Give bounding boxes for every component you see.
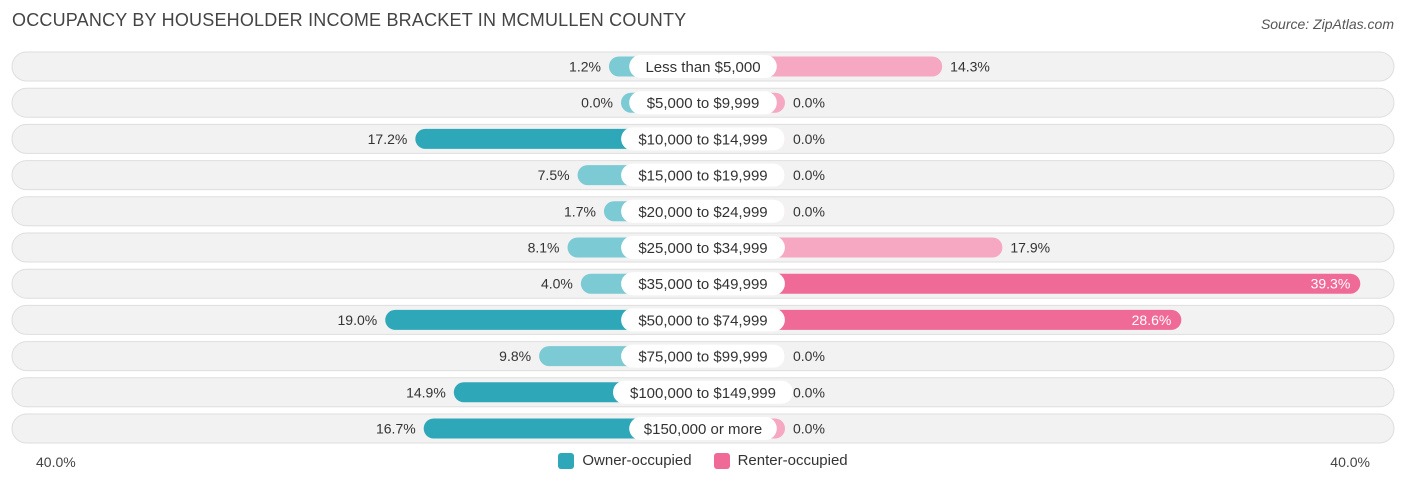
legend-label-renter: Renter-occupied: [737, 452, 848, 469]
category-label: $25,000 to $34,999: [638, 240, 767, 257]
value-label-owner: 7.5%: [538, 167, 570, 183]
category-pill: [629, 417, 777, 440]
value-label-owner: 16.7%: [376, 421, 416, 437]
axis-right-label: 40.0%: [1330, 454, 1370, 470]
category-pill: [621, 272, 785, 296]
value-label-owner: 1.2%: [569, 59, 601, 75]
category-label: $10,000 to $14,999: [638, 131, 767, 148]
value-label-renter: 0.0%: [793, 167, 825, 183]
category-pill: [621, 308, 785, 332]
category-label: $35,000 to $49,999: [638, 276, 767, 293]
value-label-owner: 1.7%: [564, 203, 596, 219]
legend-swatch-renter: [713, 452, 730, 469]
category-label: $150,000 or more: [644, 421, 762, 438]
legend-item-renter: Renter-occupied: [713, 452, 848, 469]
category-pill: [629, 91, 777, 115]
value-label-renter: 0.0%: [793, 348, 825, 364]
category-label: $20,000 to $24,999: [638, 204, 767, 221]
value-label-renter: 28.6%: [1132, 312, 1172, 328]
value-label-owner: 4.0%: [541, 276, 573, 292]
category-label: $75,000 to $99,999: [638, 349, 767, 366]
value-label-owner: 0.0%: [581, 95, 613, 111]
category-pill: [621, 344, 785, 368]
value-label-owner: 8.1%: [528, 240, 560, 256]
value-label-renter: 0.0%: [793, 131, 825, 147]
category-label: $15,000 to $19,999: [638, 168, 767, 185]
legend-item-owner: Owner-occupied: [558, 452, 692, 469]
value-label-renter: 17.9%: [1010, 240, 1050, 256]
value-label-owner: 9.8%: [499, 348, 531, 364]
category-label: $50,000 to $74,999: [638, 312, 767, 329]
category-label: $100,000 to $149,999: [630, 385, 776, 402]
category-pill: [621, 199, 785, 223]
category-label: $5,000 to $9,999: [647, 95, 760, 112]
value-label-owner: 17.2%: [368, 131, 408, 147]
category-pill: [621, 236, 785, 259]
source-label: Source: ZipAtlas.com: [1260, 16, 1394, 32]
value-label-renter: 0.0%: [793, 95, 825, 111]
category-label: Less than $5,000: [645, 59, 760, 76]
value-label-renter: 0.0%: [793, 384, 825, 400]
bar-renter: [703, 309, 1182, 330]
legend: Owner-occupied Renter-occupied: [0, 452, 1406, 469]
legend-swatch-owner: [558, 452, 575, 469]
axis-left-label: 40.0%: [36, 454, 76, 470]
value-label-renter: 39.3%: [1311, 276, 1351, 292]
value-label-renter: 0.0%: [793, 421, 825, 437]
value-label-owner: 19.0%: [338, 312, 378, 328]
category-pill: [621, 127, 785, 151]
category-pill: [613, 380, 793, 404]
category-pill: [621, 163, 785, 187]
value-label-owner: 14.9%: [406, 384, 446, 400]
chart-title: OCCUPANCY BY HOUSEHOLDER INCOME BRACKET …: [12, 10, 687, 30]
category-pill: [629, 55, 777, 78]
legend-label-owner: Owner-occupied: [582, 452, 692, 469]
value-label-renter: 0.0%: [793, 203, 825, 219]
value-label-renter: 14.3%: [950, 59, 990, 75]
bar-renter: [703, 273, 1361, 294]
